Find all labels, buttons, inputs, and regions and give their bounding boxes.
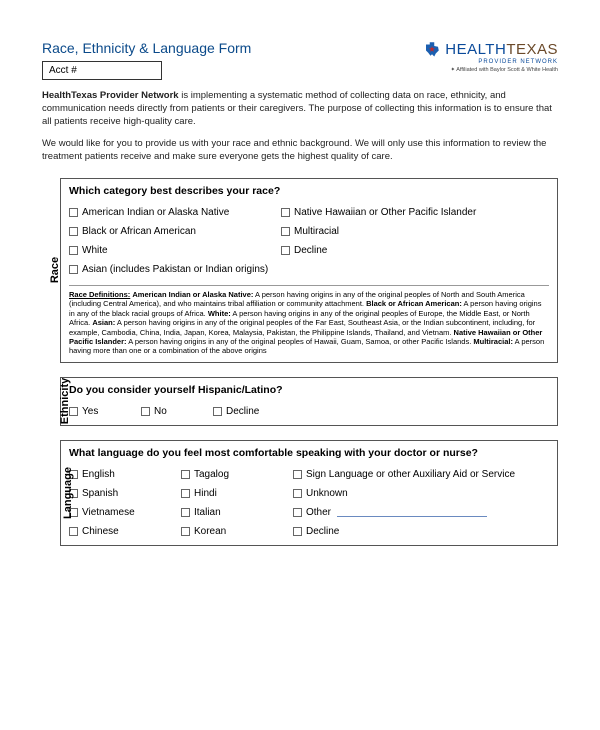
- checkbox-icon[interactable]: [181, 489, 190, 498]
- language-section: What language do you feel most comfortab…: [60, 440, 558, 546]
- checkbox-icon[interactable]: [293, 527, 302, 536]
- checkbox-icon[interactable]: [213, 407, 222, 416]
- checkbox-option[interactable]: No: [141, 404, 201, 419]
- option-label: Tagalog: [194, 467, 229, 482]
- checkbox-option[interactable]: Spanish: [69, 486, 169, 501]
- checkbox-option[interactable]: English: [69, 467, 169, 482]
- checkbox-icon[interactable]: [69, 246, 78, 255]
- ethnicity-section: Do you consider yourself Hispanic/Latino…: [60, 377, 558, 426]
- option-label: Native Hawaiian or Other Pacific Islande…: [294, 205, 476, 220]
- checkbox-option[interactable]: Black or African American: [69, 224, 269, 239]
- option-label: Vietnamese: [82, 505, 135, 520]
- intro-paragraph-2: We would like for you to provide us with…: [42, 138, 558, 164]
- race-section: Which category best describes your race?…: [60, 178, 558, 363]
- checkbox-option[interactable]: Decline: [293, 524, 549, 539]
- checkbox-icon[interactable]: [181, 508, 190, 517]
- checkbox-icon[interactable]: [69, 265, 78, 274]
- form-title: Race, Ethnicity & Language Form: [42, 40, 423, 56]
- logo-affiliation: ✦ Affiliated with Baylor Scott & White H…: [423, 67, 558, 73]
- checkbox-icon[interactable]: [141, 407, 150, 416]
- checkbox-icon[interactable]: [181, 527, 190, 536]
- option-label: Black or African American: [82, 224, 196, 239]
- checkbox-icon[interactable]: [293, 489, 302, 498]
- option-label: Decline: [226, 404, 259, 419]
- checkbox-option[interactable]: Asian (includes Pakistan or Indian origi…: [69, 262, 269, 277]
- option-label: White: [82, 243, 108, 258]
- checkbox-option[interactable]: Other: [293, 505, 549, 520]
- healthtexas-logo: HEALTHTEXAS PROVIDER NETWORK ✦ Affiliate…: [423, 40, 558, 73]
- checkbox-option[interactable]: White: [69, 243, 269, 258]
- checkbox-option[interactable]: Decline: [281, 243, 549, 258]
- checkbox-icon[interactable]: [69, 527, 78, 536]
- option-label: Chinese: [82, 524, 119, 539]
- option-label: Decline: [294, 243, 327, 258]
- checkbox-icon[interactable]: [181, 470, 190, 479]
- checkbox-option[interactable]: Native Hawaiian or Other Pacific Islande…: [281, 205, 549, 220]
- option-label: Multiracial: [294, 224, 339, 239]
- checkbox-icon[interactable]: [69, 208, 78, 217]
- checkbox-icon[interactable]: [69, 227, 78, 236]
- checkbox-icon[interactable]: [293, 508, 302, 517]
- option-label: Asian (includes Pakistan or Indian origi…: [82, 262, 268, 277]
- checkbox-option[interactable]: American Indian or Alaska Native: [69, 205, 269, 220]
- option-label: Other: [306, 505, 331, 520]
- other-language-input-line[interactable]: [337, 507, 487, 517]
- checkbox-option[interactable]: Tagalog: [181, 467, 281, 482]
- ethnicity-section-label: Ethnicity: [59, 378, 71, 424]
- logo-subtitle: PROVIDER NETWORK: [423, 59, 558, 65]
- checkbox-option[interactable]: Vietnamese: [69, 505, 169, 520]
- checkbox-icon[interactable]: [281, 227, 290, 236]
- option-label: English: [82, 467, 115, 482]
- checkbox-option[interactable]: Hindi: [181, 486, 281, 501]
- checkbox-icon[interactable]: [281, 246, 290, 255]
- option-label: No: [154, 404, 167, 419]
- checkbox-option[interactable]: Yes: [69, 404, 129, 419]
- option-label: American Indian or Alaska Native: [82, 205, 229, 220]
- option-label: Decline: [306, 524, 339, 539]
- race-question: Which category best describes your race?: [69, 185, 549, 197]
- checkbox-icon[interactable]: [293, 470, 302, 479]
- option-label: Unknown: [306, 486, 348, 501]
- option-label: Hindi: [194, 486, 217, 501]
- checkbox-option[interactable]: Multiracial: [281, 224, 549, 239]
- option-label: Italian: [194, 505, 221, 520]
- intro-paragraph-1: HealthTexas Provider Network is implemen…: [42, 90, 558, 128]
- checkbox-option[interactable]: Chinese: [69, 524, 169, 539]
- checkbox-option[interactable]: Korean: [181, 524, 281, 539]
- acct-number-field[interactable]: Acct #: [42, 61, 162, 80]
- checkbox-option[interactable]: Unknown: [293, 486, 549, 501]
- logo-text-texas: TEXAS: [506, 41, 558, 58]
- option-label: Korean: [194, 524, 226, 539]
- language-question: What language do you feel most comfortab…: [69, 447, 549, 459]
- checkbox-icon[interactable]: [281, 208, 290, 217]
- checkbox-option[interactable]: Decline: [213, 404, 293, 419]
- logo-text-health: HEALTH: [445, 41, 506, 58]
- texas-icon: [423, 40, 441, 58]
- option-label: Sign Language or other Auxiliary Aid or …: [306, 467, 515, 482]
- option-label: Yes: [82, 404, 98, 419]
- race-section-label: Race: [49, 257, 61, 283]
- ethnicity-question: Do you consider yourself Hispanic/Latino…: [69, 384, 549, 396]
- checkbox-option[interactable]: Sign Language or other Auxiliary Aid or …: [293, 467, 549, 482]
- language-section-label: Language: [62, 467, 74, 519]
- checkbox-option[interactable]: Italian: [181, 505, 281, 520]
- option-label: Spanish: [82, 486, 118, 501]
- race-definitions: Race Definitions: American Indian or Ala…: [69, 285, 549, 356]
